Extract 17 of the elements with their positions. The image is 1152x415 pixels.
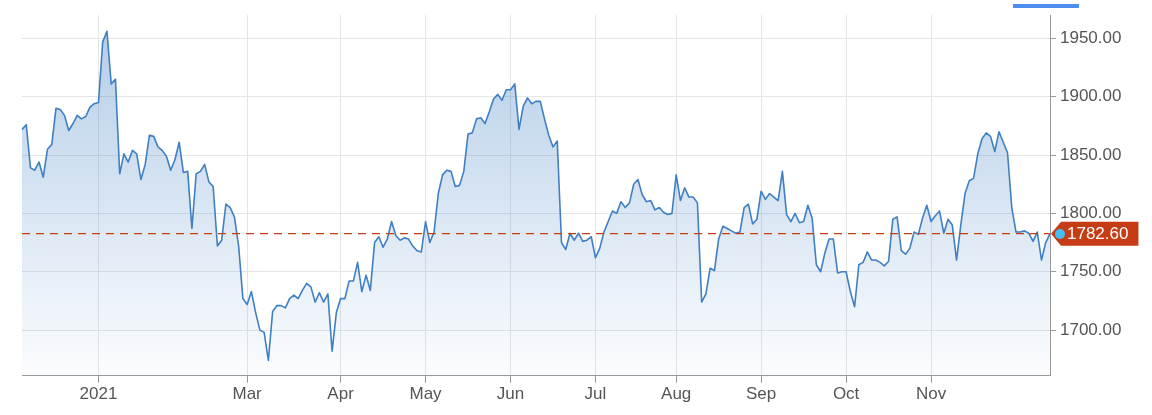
x-tick-label: Apr bbox=[327, 384, 355, 404]
x-tick-label: Sep bbox=[746, 384, 777, 404]
y-tick-label: 1800.00 bbox=[1060, 203, 1122, 223]
ref-line-label: 1782.60 bbox=[1067, 224, 1129, 244]
x-tick-label: Aug bbox=[661, 384, 692, 404]
x-tick-label: Nov bbox=[915, 384, 947, 404]
x-tick-label: Jul bbox=[584, 384, 607, 404]
x-tick-label: Jun bbox=[496, 384, 525, 404]
x-tick-label: Mar bbox=[232, 384, 263, 404]
y-tick-label: 1950.00 bbox=[1060, 28, 1122, 48]
y-tick-label: 1700.00 bbox=[1060, 319, 1122, 339]
x-tick-label: 2021 bbox=[79, 384, 118, 404]
y-tick-label: 1850.00 bbox=[1060, 144, 1122, 164]
x-tick-label: Oct bbox=[832, 384, 860, 404]
x-tick-label: May bbox=[409, 384, 443, 404]
y-tick-label: 1750.00 bbox=[1060, 261, 1122, 281]
y-tick-label: 1900.00 bbox=[1060, 86, 1122, 106]
